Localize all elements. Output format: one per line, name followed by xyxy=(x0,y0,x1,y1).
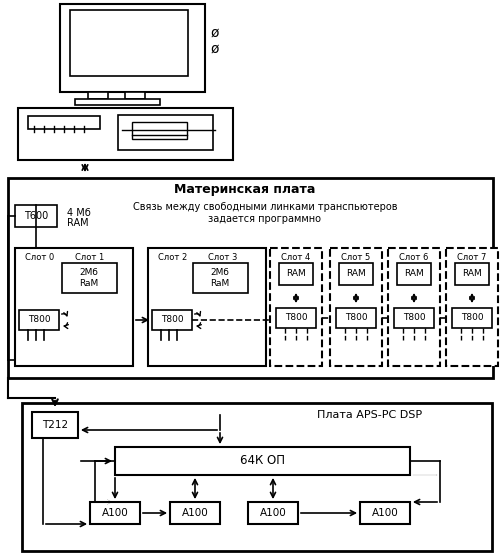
Text: Материнская плата: Материнская плата xyxy=(174,183,316,197)
Bar xyxy=(452,308,492,328)
Bar xyxy=(276,308,316,328)
Text: Слот 3: Слот 3 xyxy=(208,253,238,262)
Bar xyxy=(170,502,220,524)
Bar xyxy=(336,308,376,328)
Text: A100: A100 xyxy=(182,508,208,518)
Text: Плата APS-PC DSP: Плата APS-PC DSP xyxy=(318,410,422,420)
Bar xyxy=(248,502,298,524)
Text: T800: T800 xyxy=(460,314,483,323)
Bar xyxy=(19,310,59,330)
Text: Слот 5: Слот 5 xyxy=(342,253,370,262)
Text: Слот 0: Слот 0 xyxy=(26,253,54,262)
Bar xyxy=(446,248,498,366)
Text: T800: T800 xyxy=(28,315,50,325)
Bar xyxy=(60,4,205,92)
Bar xyxy=(148,248,266,366)
Text: T800: T800 xyxy=(402,314,425,323)
Bar xyxy=(152,310,192,330)
Bar xyxy=(118,115,213,150)
Text: RAM: RAM xyxy=(404,269,424,278)
Bar xyxy=(22,403,492,551)
Bar xyxy=(15,248,133,366)
Text: ø: ø xyxy=(211,42,219,56)
Bar xyxy=(90,502,140,524)
Bar xyxy=(15,205,57,227)
Text: 64К ОП: 64К ОП xyxy=(240,454,284,467)
Text: Слот 4: Слот 4 xyxy=(282,253,310,262)
Bar xyxy=(125,92,145,99)
Text: Связь между свободными линками транспьютеров
задается программно: Связь между свободными линками транспьют… xyxy=(133,202,397,224)
Text: RAM: RAM xyxy=(67,218,88,228)
Text: ø: ø xyxy=(211,26,219,40)
Bar xyxy=(339,263,373,285)
Bar xyxy=(88,92,108,99)
Text: Слот 1: Слот 1 xyxy=(76,253,104,262)
Text: 4 Мб: 4 Мб xyxy=(67,208,91,218)
Bar xyxy=(388,248,440,366)
Bar xyxy=(394,308,434,328)
Bar xyxy=(360,502,410,524)
Text: T800: T800 xyxy=(284,314,308,323)
Bar xyxy=(62,263,117,293)
Text: A100: A100 xyxy=(372,508,398,518)
Text: Слот 6: Слот 6 xyxy=(400,253,428,262)
Bar xyxy=(270,248,322,366)
Bar xyxy=(193,263,248,293)
Text: T600: T600 xyxy=(24,211,48,221)
Text: A100: A100 xyxy=(102,508,128,518)
Text: T212: T212 xyxy=(42,420,68,430)
Bar xyxy=(455,263,489,285)
Text: T800: T800 xyxy=(344,314,368,323)
Bar xyxy=(18,108,233,160)
Bar xyxy=(132,122,187,139)
Bar xyxy=(279,263,313,285)
Text: 2Мб
RaM: 2Мб RaM xyxy=(80,268,98,288)
Bar xyxy=(28,116,100,129)
Text: 2Мб
RaM: 2Мб RaM xyxy=(210,268,230,288)
Bar xyxy=(32,412,78,438)
Text: Слот 2: Слот 2 xyxy=(158,253,188,262)
Bar xyxy=(115,447,410,475)
Text: A100: A100 xyxy=(260,508,286,518)
Text: RAM: RAM xyxy=(346,269,366,278)
Bar xyxy=(70,10,188,76)
Text: T800: T800 xyxy=(160,315,184,325)
Bar xyxy=(8,178,493,378)
Text: RAM: RAM xyxy=(286,269,306,278)
Text: Слот 7: Слот 7 xyxy=(458,253,486,262)
Bar xyxy=(397,263,431,285)
Bar xyxy=(75,99,160,105)
Text: RAM: RAM xyxy=(462,269,482,278)
Bar xyxy=(330,248,382,366)
